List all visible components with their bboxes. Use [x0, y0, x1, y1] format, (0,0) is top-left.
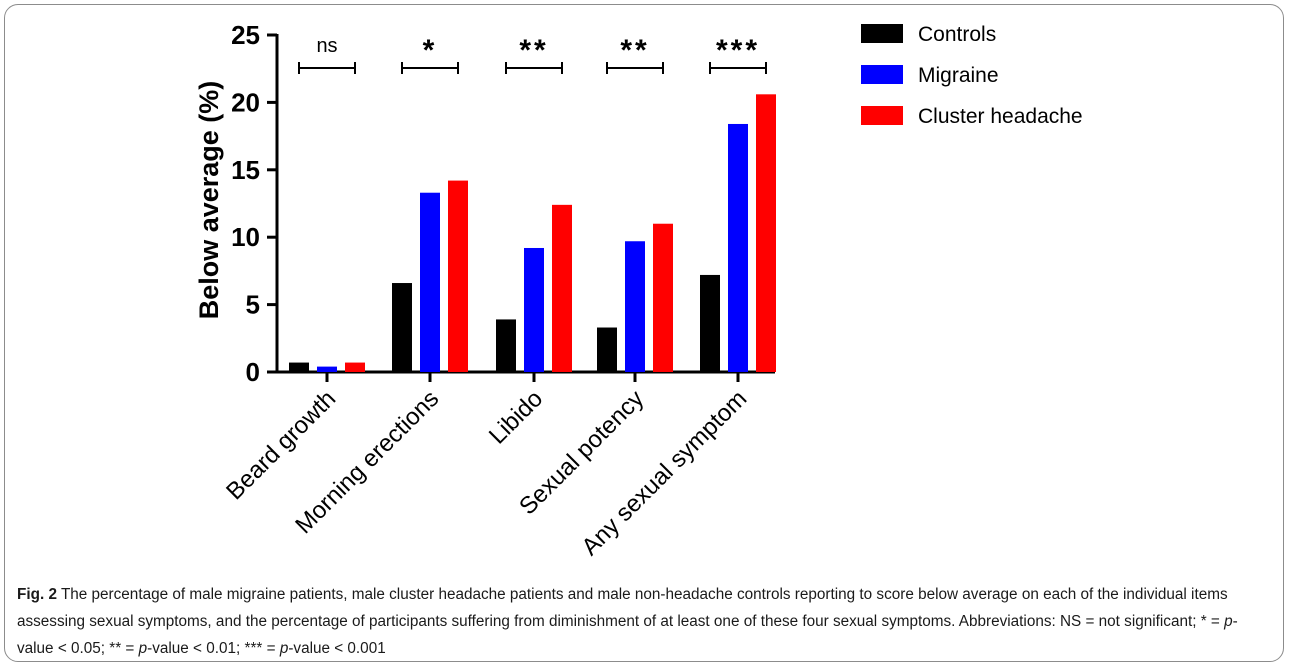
significance-label: ** — [620, 34, 649, 67]
caption-text: The percentage of male migraine patients… — [17, 586, 1228, 630]
bar-migraine — [728, 123, 748, 372]
bar-controls — [700, 274, 720, 372]
bar-migraine — [420, 192, 440, 372]
bar-controls — [496, 319, 516, 372]
legend-swatch — [861, 65, 903, 84]
legend-swatch — [861, 24, 903, 43]
bar-migraine — [625, 241, 645, 372]
significance-label: ** — [519, 34, 548, 67]
bar-cluster-headache — [448, 180, 468, 372]
y-tick-label: 5 — [246, 290, 260, 320]
y-tick-label: 15 — [231, 155, 260, 185]
caption-p: p — [279, 640, 289, 657]
y-tick-label: 25 — [231, 20, 260, 50]
legend: Controls Migraine Cluster headache — [861, 23, 1083, 128]
caption-text: -value < 0.01; *** = — [147, 640, 280, 657]
caption-text: -value < 0.001 — [288, 640, 386, 657]
bars — [289, 94, 776, 372]
bar-cluster-headache — [756, 94, 776, 372]
caption-label: Fig. 2 — [17, 586, 57, 603]
bar-controls — [597, 327, 617, 372]
y-axis-title: Below average (%) — [194, 81, 224, 320]
bar-controls — [392, 283, 412, 372]
legend-label: Cluster headache — [918, 105, 1083, 128]
legend-label: Migraine — [918, 64, 999, 87]
legend-label: Controls — [918, 23, 996, 46]
bar-migraine — [524, 247, 544, 372]
significance-label: ns — [316, 35, 337, 57]
figure-caption: Fig. 2 The percentage of male migraine p… — [17, 581, 1272, 662]
bar-cluster-headache — [552, 204, 572, 372]
caption-p: p — [1224, 613, 1233, 630]
bar-migraine — [317, 366, 337, 372]
y-tick-label: 0 — [246, 357, 260, 387]
significance-annotations: ns * ** ** *** — [298, 34, 767, 74]
y-tick-label: 20 — [231, 87, 260, 117]
bar-controls — [289, 362, 309, 372]
caption-text: -value < 0.05; ** = — [17, 613, 1238, 657]
legend-swatch — [861, 106, 903, 125]
bar-cluster-headache — [653, 223, 673, 372]
y-tick-label: 10 — [231, 222, 260, 252]
caption-p: p — [138, 640, 148, 657]
significance-label: * — [423, 34, 438, 67]
significance-label: *** — [716, 34, 760, 67]
bar-cluster-headache — [345, 362, 365, 372]
x-tick-label: Libido — [484, 385, 548, 449]
